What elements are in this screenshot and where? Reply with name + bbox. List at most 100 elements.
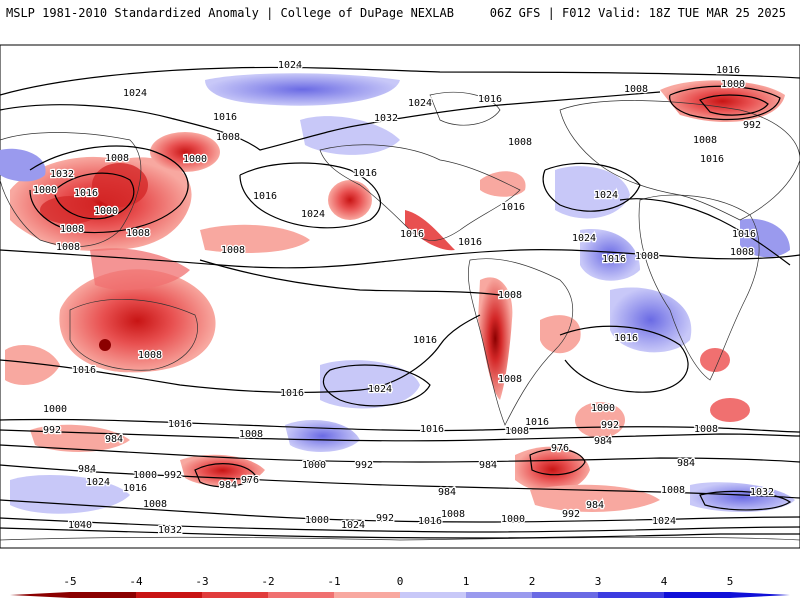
isobar-1008-asia: [29, 145, 189, 234]
anomaly-aleutian-blue: [205, 73, 400, 106]
colorbar-tick-label: 1: [462, 575, 470, 588]
anomaly-south-pacific-blue: [320, 360, 420, 409]
isobar-992-southern: [0, 444, 800, 463]
colorbar-left-arrow: [10, 592, 70, 598]
isobar-label: 1008: [694, 424, 718, 435]
anomaly-south-africa: [700, 348, 730, 372]
isobar-1024-spacific: [322, 364, 431, 407]
anomaly-central-pacific: [328, 180, 372, 220]
isobar-label: 1000: [33, 185, 57, 196]
anomaly-mexico: [405, 210, 455, 251]
anomaly-maritime: [90, 248, 190, 290]
coast-greenland: [429, 91, 501, 126]
isobar-label: 976: [241, 475, 259, 486]
isobar-label: 1016: [418, 516, 442, 527]
colorbar-right-arrow: [730, 592, 790, 598]
isobar-label: 1008: [239, 429, 263, 440]
isobar-lines: [0, 66, 800, 539]
isobar-1024-pacific: [239, 162, 381, 229]
anomaly-drake: [515, 446, 590, 493]
colorbar-segment: [664, 592, 730, 598]
isobar-label: 1000: [94, 206, 118, 217]
isobar-label: 1024: [123, 88, 147, 99]
colorbar-segment: [70, 592, 136, 598]
isobar-label: 1016: [716, 65, 740, 76]
anomaly-nw-pacific: [150, 132, 220, 172]
anomaly-south-america-west: [478, 277, 513, 400]
coast-australia: [69, 299, 198, 371]
anomaly-australia: [59, 269, 216, 373]
isobar-label: 1016: [732, 229, 756, 240]
coast-north-america: [319, 144, 521, 241]
isobar-1000-arctic: [669, 85, 781, 121]
isobar-label: 1016: [213, 112, 237, 123]
isobar-label: 1000: [302, 460, 326, 471]
colorbar-tick-label: -4: [129, 575, 143, 588]
isobar-label: 984: [105, 434, 123, 445]
isobar-1024-atlantic: [542, 162, 641, 212]
isobar-label: 1016: [413, 335, 437, 346]
isobar-label: 1000: [183, 154, 207, 165]
isobar-label: 1000: [305, 515, 329, 526]
map-title: MSLP 1981-2010 Standardized Anomaly | Co…: [6, 6, 454, 20]
coast-south-america: [467, 258, 573, 426]
isobar-label: 984: [586, 500, 604, 511]
isobar-label: 1032: [50, 169, 74, 180]
isobar-label: 1000: [501, 514, 525, 525]
isobar-label: 1024: [594, 190, 618, 201]
isobar-label: 992: [355, 460, 373, 471]
isobar-label: 1016: [525, 417, 549, 428]
isobar-label: 1000: [721, 79, 745, 90]
colorbar-tick-label: 2: [528, 575, 536, 588]
anomaly-arctic-red: [660, 80, 785, 123]
isobar-1016-satl: [559, 325, 689, 393]
isobar-label: 1008: [624, 84, 648, 95]
colorbar-tick-label: 4: [660, 575, 668, 588]
isobar-label: 1032: [374, 113, 398, 124]
isobar-label: 1024: [278, 60, 302, 71]
colorbar-tick-label: 0: [396, 575, 404, 588]
isobar-label: 1024: [301, 209, 325, 220]
isobar-label: 1016: [458, 237, 482, 248]
anomaly-south-pacific-red: [180, 454, 265, 487]
coast-antarctica: [0, 536, 800, 541]
anomaly-siberia-blue: [0, 148, 46, 182]
isobar-1000-asia: [54, 172, 135, 220]
anomaly-india-blue: [740, 218, 790, 258]
isobar-label: 1008: [56, 242, 80, 253]
colorbar-segment: [598, 592, 664, 598]
colorbar-segment: [202, 592, 268, 598]
isobar-1016-southern: [0, 418, 800, 433]
isobar-label: 1040: [68, 520, 92, 531]
colorbar-segment: [268, 592, 334, 598]
isobar-label: 1032: [158, 525, 182, 536]
isobar-label: 1016: [72, 365, 96, 376]
isobar-label: 1008: [138, 350, 162, 361]
isobar-1008-southern: [0, 429, 800, 442]
anomaly-tropical-atlantic-blue: [580, 229, 640, 281]
isobar-label: 1016: [614, 333, 638, 344]
anomaly-south-atlantic: [575, 402, 625, 438]
colorbar-tick-label: -5: [63, 575, 77, 588]
isobar-984-southern: [0, 464, 800, 499]
isobar-label: 992: [164, 470, 182, 481]
isobar-label: 1024: [341, 520, 365, 531]
colorbar-tick-label: 3: [594, 575, 602, 588]
isobar-label: 1008: [126, 228, 150, 239]
colorbar-tick-label: -1: [327, 575, 341, 588]
isobar-label: 1000: [133, 470, 157, 481]
anomaly-atlantic-east: [480, 171, 526, 197]
isobar-label: 1016: [123, 483, 147, 494]
isobar-label: 992: [601, 420, 619, 431]
isobar-label: 1008: [60, 224, 84, 235]
isobar-label: 1024: [652, 516, 676, 527]
isobar-label: 1016: [400, 229, 424, 240]
isobar-label: 1016: [700, 154, 724, 165]
colorbar-segment: [334, 592, 400, 598]
isobar-1024-antarctic: [0, 517, 800, 533]
isobar-label: 1008: [635, 251, 659, 262]
colorbar: [10, 592, 790, 598]
isobar-1008-equator: [199, 259, 501, 296]
anomaly-antarctic-blue-west: [10, 475, 130, 514]
colorbar-tick-label: -3: [195, 575, 209, 588]
